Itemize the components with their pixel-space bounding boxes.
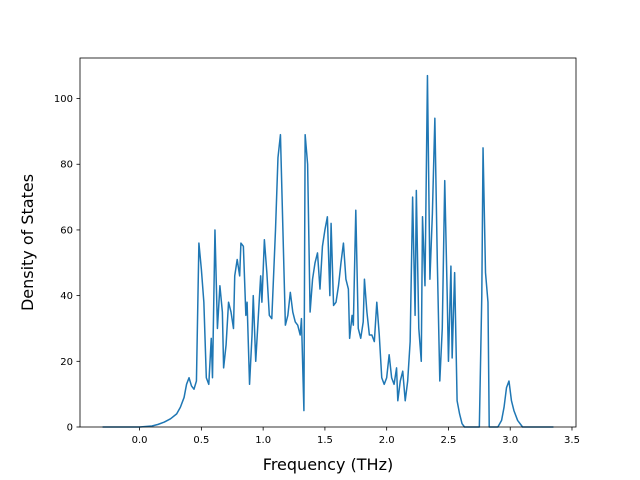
x-axis-label: Frequency (THz) (263, 455, 393, 474)
x-tick-label: 3.0 (502, 435, 518, 446)
y-tick-label: 80 (60, 160, 73, 171)
x-tick-label: 0.5 (193, 435, 209, 446)
y-axis-label: Density of States (18, 174, 37, 311)
x-tick-label: 3.5 (564, 435, 580, 446)
x-tick-label: 2.5 (440, 435, 456, 446)
x-tick-label: 1.0 (255, 435, 271, 446)
y-tick-label: 100 (54, 94, 73, 105)
y-tick-label: 0 (67, 423, 73, 434)
x-tick-label: 2.0 (379, 435, 395, 446)
data-line (102, 74, 554, 428)
y-tick-label: 20 (60, 357, 73, 368)
x-tick-label: 0.0 (132, 435, 148, 446)
y-tick-label: 40 (60, 291, 73, 302)
y-tick-label: 60 (60, 225, 73, 236)
x-tick-label: 1.5 (317, 435, 333, 446)
axes-frame (79, 57, 577, 428)
